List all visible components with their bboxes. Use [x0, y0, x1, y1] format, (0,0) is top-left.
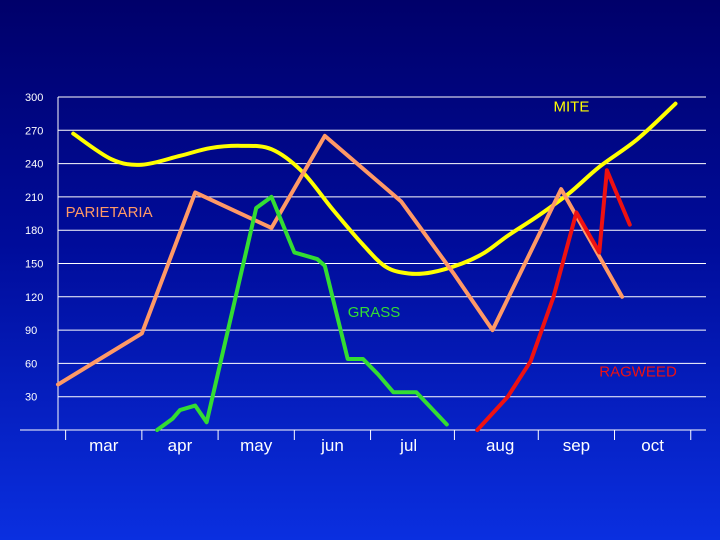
y-tick-label: 30 — [25, 392, 37, 404]
x-tick-label-mar: mar — [89, 436, 119, 455]
series-line-mite — [71, 101, 678, 276]
y-axis-tick-labels: 30 60 90 120 150 180 210 240 270 300 — [25, 92, 43, 404]
y-tick-label: 240 — [25, 159, 43, 171]
y-tick-label: 150 — [25, 259, 43, 271]
y-tick-label: 120 — [25, 292, 43, 304]
x-tick-label-apr: apr — [168, 436, 193, 455]
series-labels: MITE PARIETARIA GRASS RAGWEED — [66, 98, 677, 380]
x-tick-label-jun: jun — [320, 436, 344, 455]
x-tick-label-may: may — [240, 436, 273, 455]
y-tick-label: 300 — [25, 92, 43, 104]
series-lines — [56, 101, 678, 432]
gridlines — [58, 96, 706, 398]
axes — [20, 97, 706, 440]
x-tick-label-aug: aug — [486, 436, 514, 455]
series-line-ragweed — [475, 168, 632, 432]
series-line-grass — [155, 194, 449, 432]
y-tick-label: 60 — [25, 358, 37, 370]
y-tick-label: 270 — [25, 125, 43, 137]
y-tick-label: 210 — [25, 192, 43, 204]
y-tick-label: 90 — [25, 325, 37, 337]
y-tick-label: 180 — [25, 225, 43, 237]
x-tick-label-oct: oct — [641, 436, 664, 455]
series-label-ragweed: RAGWEED — [599, 364, 677, 381]
series-label-mite: MITE — [554, 98, 590, 115]
series-label-grass: GRASS — [348, 304, 401, 321]
series-line-parietaria — [56, 133, 625, 387]
x-tick-label-sep: sep — [563, 436, 590, 455]
series-label-parietaria: PARIETARIA — [66, 204, 153, 221]
x-axis-tick-labels: mar apr may jun jul aug sep oct — [89, 436, 664, 455]
x-tick-label-jul: jul — [399, 436, 417, 455]
